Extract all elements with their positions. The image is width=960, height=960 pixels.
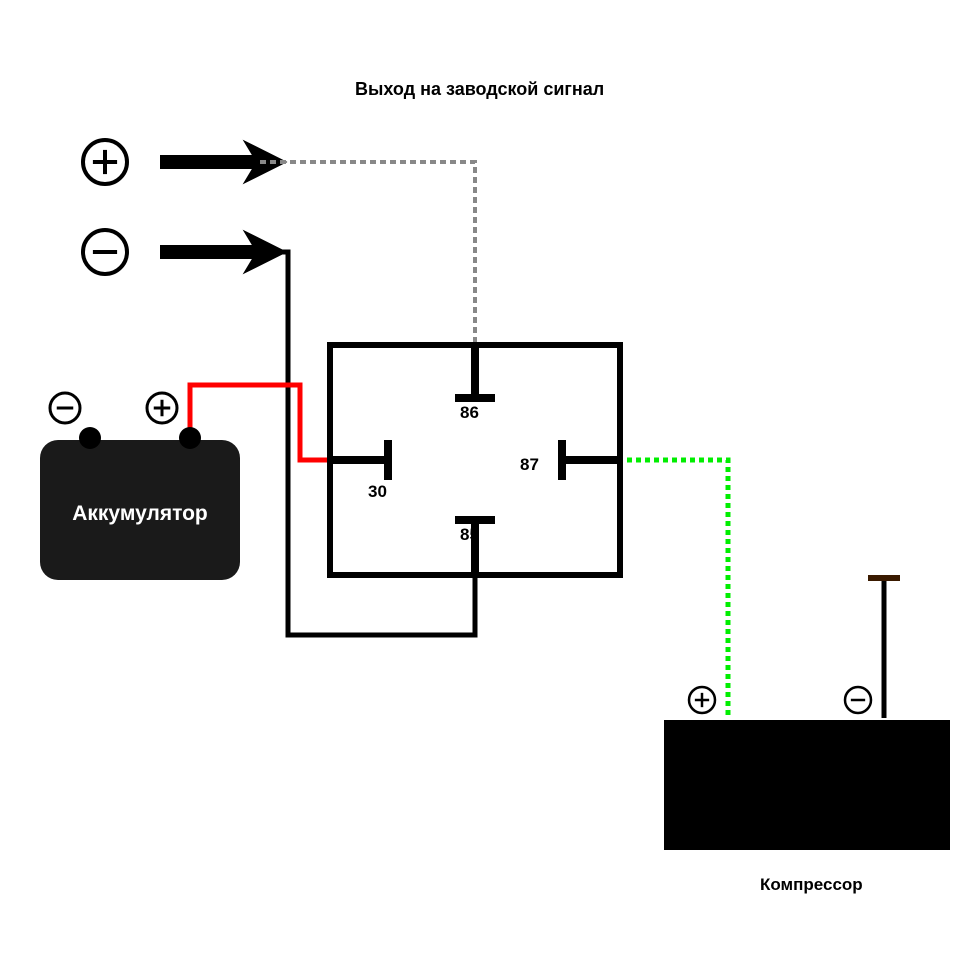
minus-input-symbol	[83, 230, 127, 274]
compressor: Компрессор	[664, 578, 950, 894]
battery-minus-icon	[50, 393, 80, 423]
relay-label-30: 30	[368, 482, 387, 501]
relay-label-86: 86	[460, 403, 479, 422]
compressor-minus-icon	[845, 687, 871, 713]
wires-group	[190, 162, 884, 718]
diagram-title: Выход на заводской сигнал	[355, 79, 604, 99]
relay-terminal-30	[332, 440, 388, 480]
relay-label-85: 85	[460, 525, 479, 544]
relay-terminal-87	[562, 440, 618, 480]
signal-dashed	[260, 162, 475, 345]
87-to-compressor	[618, 460, 728, 718]
wiring-diagram: Выход на заводской сигнал 86 85 30 87 Ак…	[0, 0, 960, 960]
compressor-plus-icon	[689, 687, 715, 713]
battery-terminal-pos	[179, 427, 201, 449]
relay-label-87: 87	[520, 455, 539, 474]
compressor-body	[664, 720, 950, 850]
battery: Аккумулятор	[40, 393, 240, 580]
relay-box: 86 85 30 87	[330, 345, 620, 575]
battery-terminal-neg	[79, 427, 101, 449]
plus-input-symbol	[83, 140, 127, 184]
compressor-label: Компрессор	[760, 875, 863, 894]
relay-terminal-86	[455, 345, 495, 398]
battery-label: Аккумулятор	[72, 502, 208, 525]
battery-plus-icon	[147, 393, 177, 423]
